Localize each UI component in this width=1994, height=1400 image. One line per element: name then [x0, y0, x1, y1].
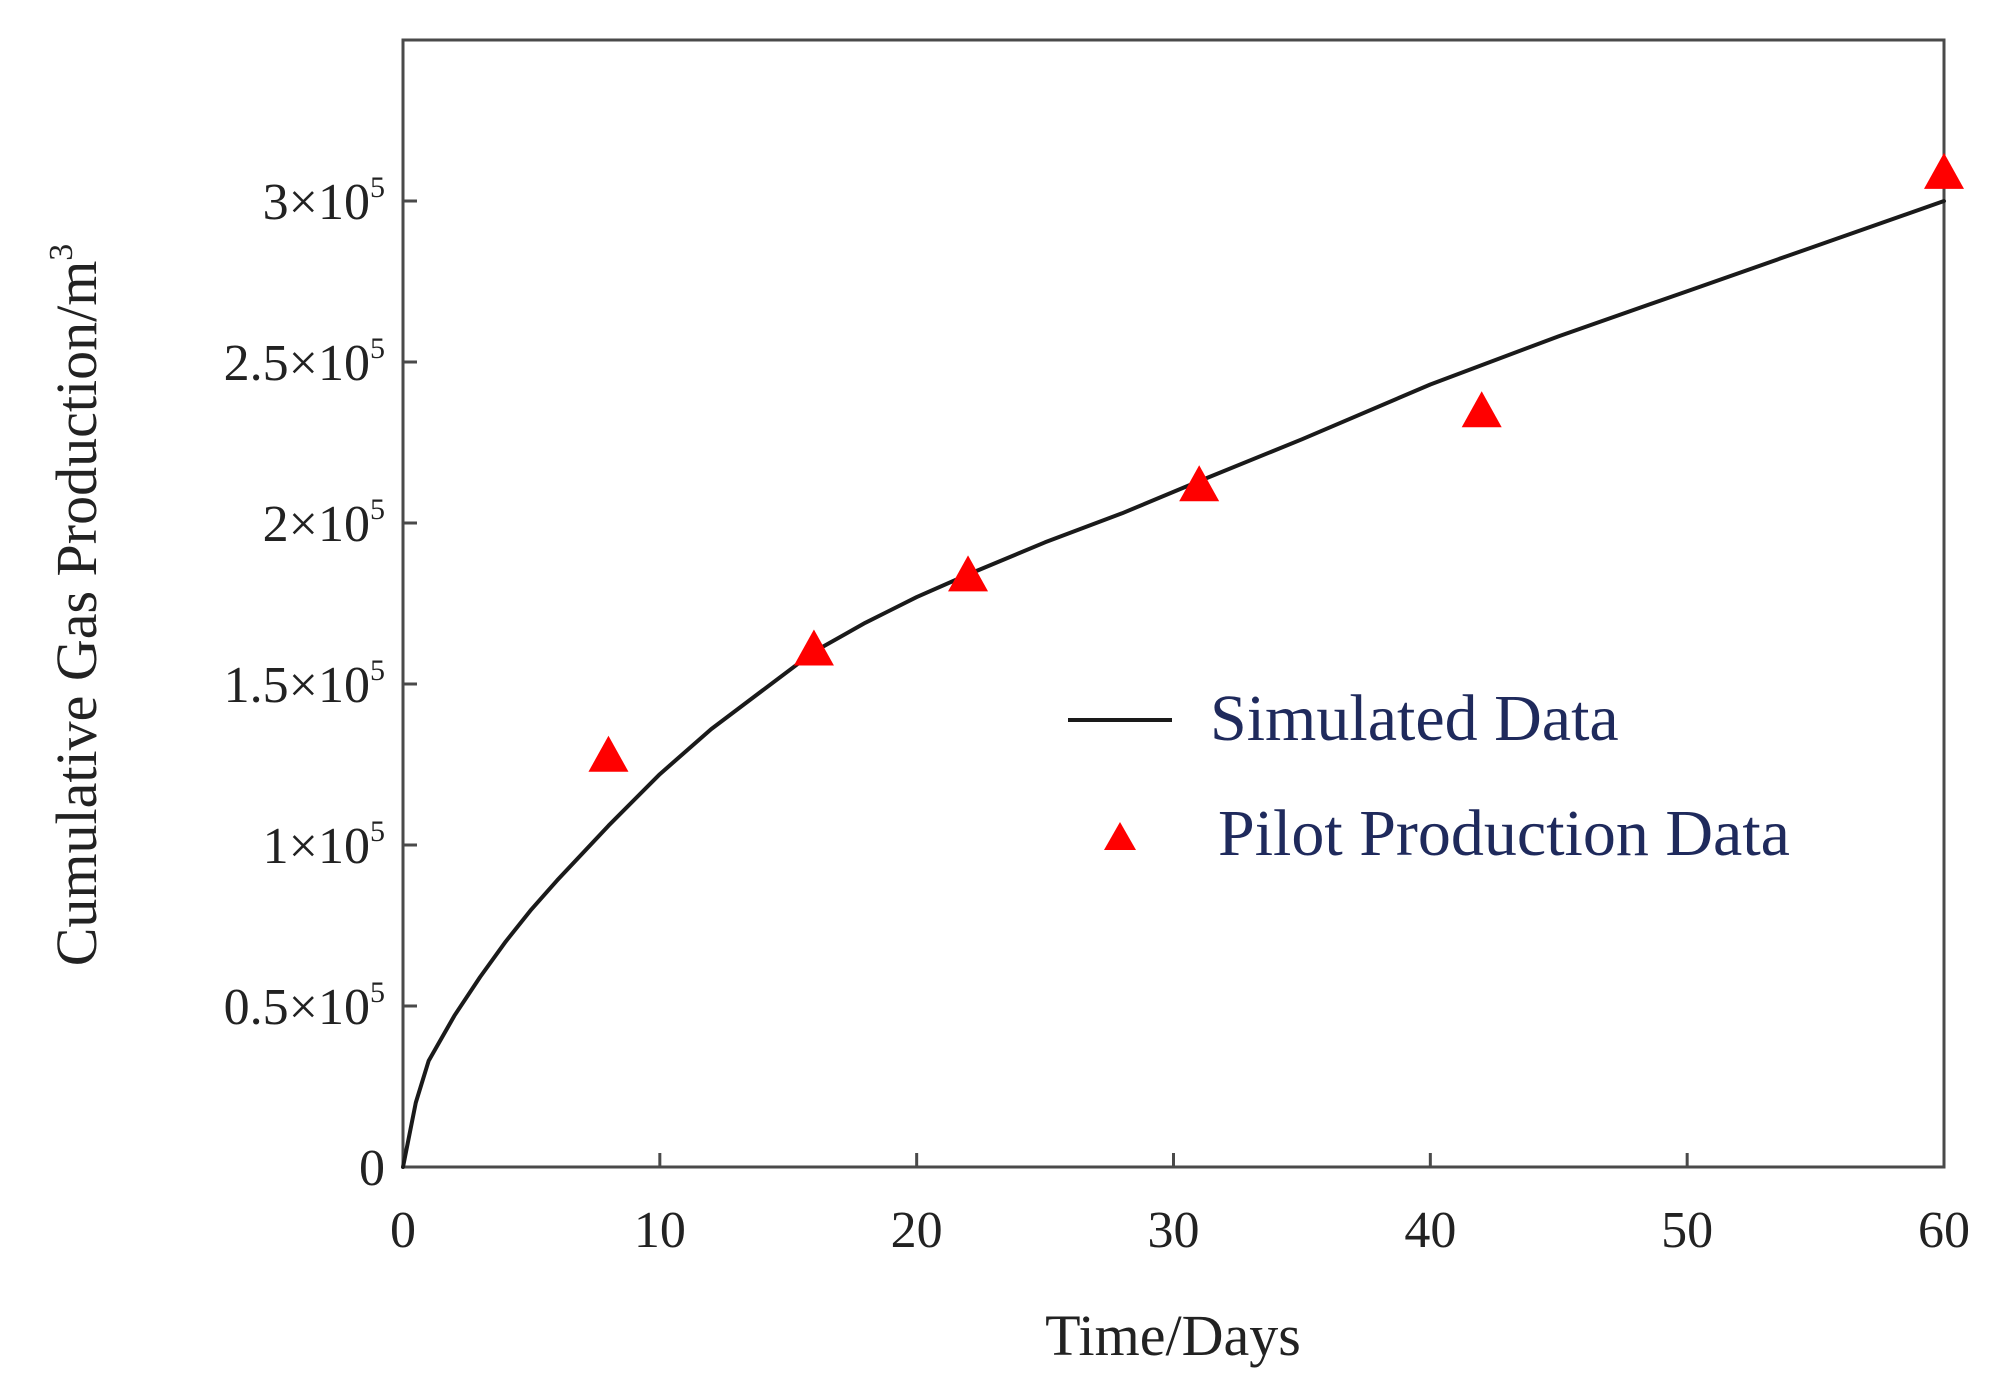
x-axis: 0 10 20 30 40 50 60 — [390, 1153, 1970, 1259]
y-tick-label: 2×105 — [263, 493, 385, 553]
y-axis-title: Cumulative Gas Production/m3 — [43, 244, 109, 967]
pilot-data-point — [1179, 465, 1220, 502]
x-tick-label: 40 — [1404, 1202, 1456, 1259]
x-tick-label: 30 — [1148, 1202, 1200, 1259]
x-tick-label: 60 — [1918, 1202, 1970, 1259]
pilot-data-point — [588, 735, 629, 772]
pilot-production-markers — [588, 152, 1964, 772]
x-tick-label: 0 — [390, 1202, 416, 1259]
simulated-data-line — [401, 199, 1946, 1169]
x-tick-label: 50 — [1661, 1202, 1713, 1259]
y-tick-mantissa: 1×10 — [263, 818, 370, 875]
y-tick-label: 1.5×105 — [224, 654, 385, 714]
y-tick-label: 2.5×105 — [224, 332, 385, 392]
pilot-data-point — [1924, 152, 1964, 189]
y-tick-exponent: 5 — [370, 976, 385, 1009]
y-tick-mantissa: 0 — [359, 1140, 385, 1197]
y-tick-label: 0 — [359, 1140, 385, 1197]
y-tick-mantissa: 1.5×10 — [224, 657, 370, 714]
y-tick-exponent: 5 — [370, 654, 385, 687]
x-tick-label: 20 — [891, 1202, 943, 1259]
y-tick-mantissa: 0.5×10 — [224, 979, 370, 1036]
plot-frame — [401, 38, 1946, 1169]
y-tick-exponent: 5 — [370, 171, 385, 204]
pilot-data-point — [948, 555, 989, 592]
y-tick-exponent: 5 — [370, 332, 385, 365]
x-axis-title: Time/Days — [1045, 1303, 1301, 1368]
pilot-data-point — [793, 629, 834, 666]
y-tick-label: 1×105 — [263, 815, 385, 875]
y-axis-title-superscript: 3 — [43, 244, 80, 261]
x-tick-label: 10 — [634, 1202, 686, 1259]
y-tick-mantissa: 2.5×10 — [224, 335, 370, 392]
pilot-data-point — [1461, 391, 1502, 428]
y-tick-label: 0.5×105 — [224, 976, 385, 1036]
y-tick-mantissa: 3×10 — [263, 174, 370, 231]
y-tick-exponent: 5 — [370, 815, 385, 848]
legend: Simulated Data Pilot Production Data — [1068, 682, 1790, 870]
y-tick-label: 3×105 — [263, 171, 385, 231]
legend-triangle-swatch — [1104, 822, 1136, 850]
legend-label-pilot: Pilot Production Data — [1218, 797, 1790, 870]
y-tick-mantissa: 2×10 — [263, 496, 370, 553]
y-tick-exponent: 5 — [370, 493, 385, 526]
legend-label-simulated: Simulated Data — [1210, 682, 1619, 755]
y-axis-title-text: Cumulative Gas Production/m — [44, 261, 109, 967]
